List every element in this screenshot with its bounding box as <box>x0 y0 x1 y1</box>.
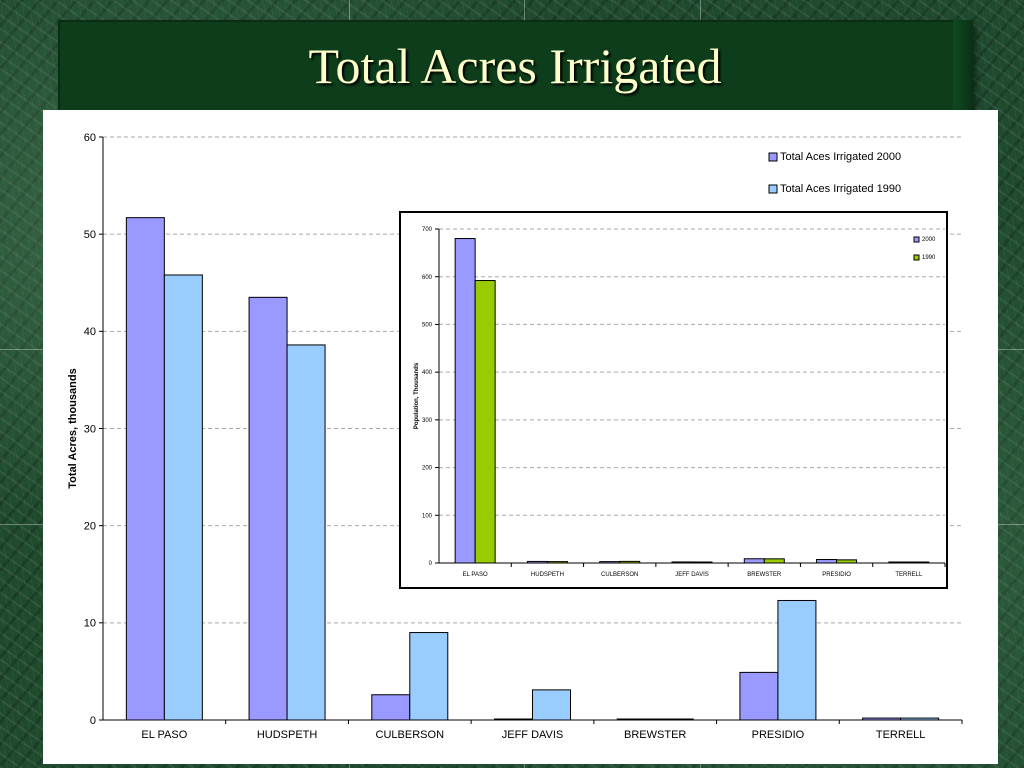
y-tick-label: 40 <box>84 326 96 338</box>
bar <box>654 718 694 721</box>
legend-swatch <box>768 152 778 162</box>
bar <box>248 296 288 721</box>
legend-label: 2000 <box>922 237 936 243</box>
legend-label: Total Aces Irrigated 1990 <box>780 183 901 195</box>
category-label: JEFF DAVIS <box>502 729 564 741</box>
title-plate: Total Acres Irrigated <box>58 20 973 112</box>
bar <box>739 671 779 721</box>
bar <box>908 561 930 564</box>
bar <box>900 717 940 721</box>
bar <box>526 560 548 564</box>
y-tick-label: 100 <box>422 513 433 519</box>
y-tick-label: 50 <box>84 229 96 241</box>
legend-swatch <box>913 254 920 261</box>
slide-title: Total Acres Irrigated <box>308 38 722 94</box>
bar <box>671 561 693 564</box>
bar <box>546 561 568 564</box>
y-tick-label: 700 <box>422 227 433 233</box>
category-label: TERRELL <box>876 729 926 741</box>
y-tick-label: 0 <box>90 715 96 727</box>
legend-swatch <box>913 236 920 243</box>
category-label: HUDSPETH <box>531 572 564 578</box>
category-label: BREWSTER <box>747 572 782 578</box>
y-axis-label: Total Acres, thousands <box>67 368 79 488</box>
bar <box>691 561 713 564</box>
category-label: BREWSTER <box>624 729 686 741</box>
y-tick-label: 20 <box>84 521 96 533</box>
legend-label: Total Aces Irrigated 2000 <box>780 151 901 163</box>
y-tick-label: 60 <box>84 132 96 144</box>
category-label: EL PASO <box>463 572 488 578</box>
bar <box>125 217 165 721</box>
legend-swatch <box>768 184 778 194</box>
y-tick-label: 400 <box>422 370 433 376</box>
bar <box>409 632 449 721</box>
category-label: TERRELL <box>895 572 923 578</box>
bar <box>619 560 641 564</box>
y-tick-label: 500 <box>422 323 433 329</box>
category-label: EL PASO <box>141 729 187 741</box>
y-axis-label: Population, Thousands <box>414 362 420 429</box>
bar <box>286 344 326 721</box>
y-tick-label: 300 <box>422 418 433 424</box>
bar <box>163 274 203 721</box>
bar <box>888 561 910 564</box>
bar <box>777 599 817 721</box>
bar <box>532 689 571 721</box>
y-tick-label: 30 <box>84 423 96 435</box>
legend-label: 1990 <box>922 255 936 261</box>
bar <box>743 558 765 564</box>
category-label: CULBERSON <box>376 729 445 741</box>
bar <box>816 559 838 564</box>
category-label: CULBERSON <box>601 572 638 578</box>
bar <box>454 238 476 564</box>
category-label: PRESIDIO <box>822 572 851 578</box>
y-tick-label: 200 <box>422 466 433 472</box>
y-tick-label: 10 <box>84 618 96 630</box>
category-label: JEFF DAVIS <box>675 572 709 578</box>
bar <box>599 561 621 564</box>
bar <box>474 280 496 564</box>
bar <box>763 558 785 564</box>
bar <box>836 559 858 564</box>
category-label: PRESIDIO <box>752 729 805 741</box>
category-label: HUDSPETH <box>257 729 318 741</box>
y-tick-label: 0 <box>429 561 433 567</box>
y-tick-label: 600 <box>422 275 433 281</box>
